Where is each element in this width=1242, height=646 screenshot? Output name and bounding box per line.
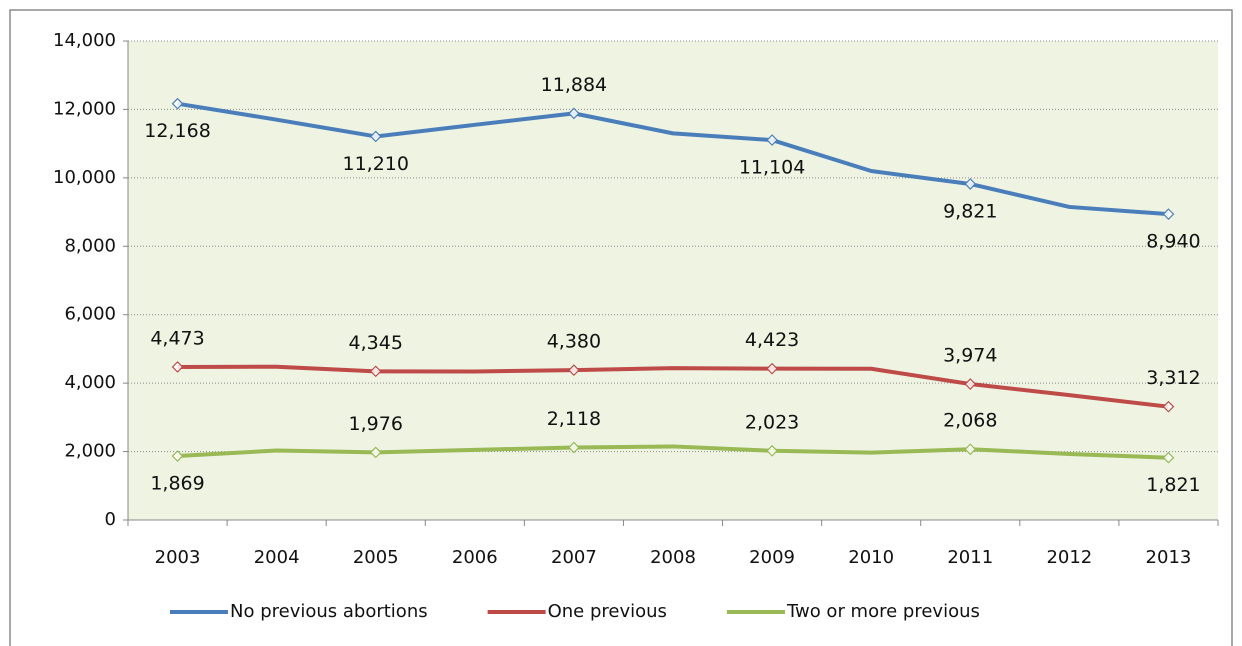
marker [568, 107, 580, 120]
x-tick-label: 2012 [1046, 547, 1092, 568]
legend-label: No previous abortions [230, 601, 428, 622]
marker [369, 365, 382, 378]
data-label: 2,118 [547, 408, 601, 430]
plot-area [128, 41, 1218, 520]
marker [568, 364, 580, 376]
data-label: 1,821 [1146, 474, 1200, 496]
y-tick-label: 10,000 [53, 167, 116, 188]
marker [766, 362, 778, 375]
data-label: 11,210 [342, 153, 408, 175]
data-label: 11,884 [541, 74, 607, 96]
y-tick-label: 4,000 [64, 372, 116, 393]
marker [766, 134, 778, 146]
y-tick-label: 14,000 [53, 30, 116, 51]
data-label: 4,423 [745, 329, 799, 351]
marker [964, 378, 977, 390]
data-label: 4,380 [547, 331, 601, 353]
series-line [177, 444, 1169, 460]
x-tick-label: 2005 [353, 547, 399, 568]
y-tick-label: 8,000 [64, 235, 116, 256]
legend-label: Two or more previous [786, 601, 980, 622]
marker [171, 450, 184, 462]
marker [171, 97, 184, 110]
y-tick-label: 12,000 [53, 98, 116, 119]
x-tick-label: 2004 [254, 547, 300, 568]
x-tick-label: 2010 [848, 547, 894, 568]
marker [1162, 400, 1175, 413]
x-tick-label: 2009 [749, 547, 795, 568]
data-label: 11,104 [739, 157, 805, 179]
data-label: 4,345 [349, 332, 403, 354]
marker [1162, 451, 1175, 464]
data-label: 1,869 [150, 473, 204, 495]
x-tick-label: 2013 [1146, 547, 1192, 568]
x-tick-label: 2003 [155, 547, 201, 568]
marker [1162, 208, 1175, 220]
y-tick-label: 6,000 [64, 304, 116, 325]
x-tick-label: 2006 [452, 547, 498, 568]
marker [964, 178, 977, 190]
x-tick-label: 2007 [551, 547, 597, 568]
data-label: 2,023 [745, 411, 799, 433]
marker [369, 446, 382, 459]
marker [369, 130, 382, 143]
data-label: 3,312 [1146, 367, 1200, 389]
marker [171, 361, 184, 373]
marker [568, 441, 580, 454]
y-tick-label: 0 [105, 509, 116, 530]
data-label: 9,821 [943, 200, 997, 222]
data-label: 1,976 [349, 413, 403, 435]
x-tick-label: 2008 [650, 547, 696, 568]
marker [964, 443, 977, 456]
series-line [177, 101, 1169, 217]
data-label: 4,473 [150, 327, 204, 349]
data-label: 12,168 [144, 120, 210, 142]
data-label: 8,940 [1146, 231, 1200, 253]
y-tick-label: 2,000 [64, 441, 116, 462]
series-line [177, 364, 1169, 409]
legend-label: One previous [548, 601, 667, 622]
data-label: 3,974 [943, 345, 997, 367]
marker [766, 444, 778, 457]
x-tick-label: 2011 [947, 547, 993, 568]
data-label: 2,068 [943, 410, 997, 432]
